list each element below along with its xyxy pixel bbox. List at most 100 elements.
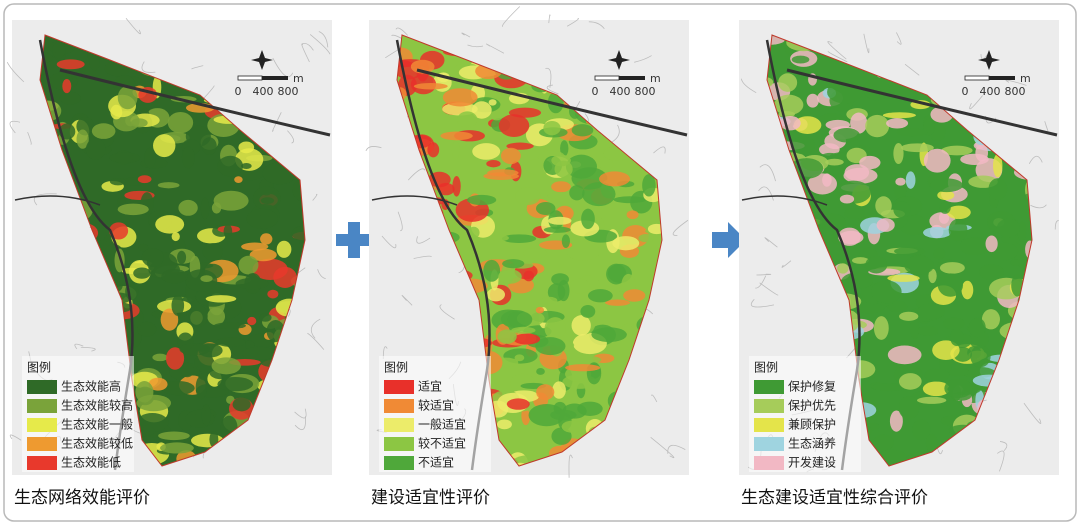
land-patch: [507, 398, 530, 409]
land-patch: [906, 171, 916, 188]
scale-label: 400: [253, 85, 274, 98]
scale-segment: [619, 76, 645, 80]
legend-label: 生态效能低: [61, 455, 121, 470]
land-patch: [523, 271, 534, 282]
land-patch: [825, 159, 844, 166]
land-patch: [177, 251, 186, 264]
scale-label: 800: [1005, 85, 1026, 98]
land-patch: [899, 396, 920, 419]
land-patch: [109, 153, 140, 163]
land-patch: [545, 317, 566, 340]
legend-swatch: [754, 380, 784, 394]
land-patch: [507, 311, 532, 328]
land-patch: [179, 343, 210, 355]
land-patch: [536, 307, 544, 313]
land-patch: [896, 128, 928, 137]
land-patch: [904, 256, 934, 275]
land-patch: [513, 334, 540, 345]
land-patch: [960, 154, 989, 165]
land-patch: [638, 234, 653, 242]
land-patch: [778, 73, 797, 92]
scale-segment: [595, 76, 619, 80]
legend-swatch: [27, 437, 57, 451]
land-patch: [894, 247, 925, 255]
land-patch: [158, 432, 190, 441]
land-patch: [924, 149, 951, 173]
land-patch: [247, 317, 256, 325]
legend-swatch: [27, 399, 57, 413]
land-patch: [241, 347, 276, 360]
scale-label: 400: [610, 85, 631, 98]
land-patch: [536, 368, 545, 375]
land-patch: [497, 419, 512, 429]
legend-label: 生态效能较高: [61, 398, 133, 413]
land-patch: [580, 305, 595, 318]
land-patch: [487, 169, 518, 176]
land-patch: [844, 208, 865, 219]
land-patch: [887, 274, 919, 281]
land-patch: [182, 147, 195, 169]
caption: 建设适宜性评价: [371, 488, 490, 508]
scale-label: 800: [278, 85, 299, 98]
legend-label: 保护修复: [788, 379, 836, 394]
scale-unit: m: [1020, 72, 1031, 85]
land-patch: [548, 217, 571, 225]
land-patch: [160, 442, 194, 453]
land-patch: [997, 219, 1020, 238]
legend-label: 适宜: [418, 379, 442, 394]
legend-label: 生态效能较低: [61, 436, 133, 451]
land-patch: [206, 295, 237, 302]
land-patch: [569, 185, 584, 200]
land-patch: [260, 233, 272, 244]
land-patch: [939, 202, 950, 214]
land-patch: [452, 176, 460, 197]
land-patch: [498, 269, 522, 283]
land-patch: [523, 248, 547, 259]
land-patch: [969, 318, 986, 337]
land-patch: [200, 275, 212, 282]
land-patch: [201, 197, 209, 219]
land-patch: [261, 197, 274, 204]
land-patch: [489, 99, 497, 105]
land-patch: [541, 297, 557, 304]
land-patch: [612, 236, 639, 250]
scale-segment: [965, 76, 989, 80]
land-patch: [161, 269, 187, 283]
land-patch: [499, 114, 529, 137]
land-patch: [62, 79, 71, 93]
land-patch: [515, 187, 540, 205]
land-patch: [273, 267, 297, 288]
land-patch: [483, 260, 500, 282]
land-patch: [247, 209, 279, 229]
land-patch: [138, 175, 152, 183]
land-patch: [233, 397, 251, 411]
scale-unit: m: [650, 72, 661, 85]
land-patch: [893, 143, 903, 164]
land-patch: [938, 273, 963, 296]
land-patch: [940, 262, 965, 274]
land-patch: [452, 141, 460, 159]
land-patch: [52, 42, 65, 58]
land-patch: [877, 218, 895, 232]
scale-label: 0: [235, 85, 242, 98]
land-patch: [565, 364, 600, 371]
land-patch: [986, 235, 998, 252]
scale-segment: [989, 76, 1015, 80]
scale-segment: [238, 76, 262, 80]
legend-swatch: [754, 399, 784, 413]
legend-swatch: [384, 380, 414, 394]
land-patch: [158, 182, 180, 188]
land-patch: [581, 209, 595, 229]
land-patch: [569, 279, 590, 294]
land-patch: [189, 305, 208, 327]
land-patch: [214, 322, 246, 329]
legend-swatch: [384, 437, 414, 451]
land-patch: [171, 295, 184, 316]
land-patch: [86, 138, 106, 159]
legend-label: 生态涵养: [788, 436, 836, 451]
land-patch: [491, 235, 509, 241]
scale-label: 800: [635, 85, 656, 98]
